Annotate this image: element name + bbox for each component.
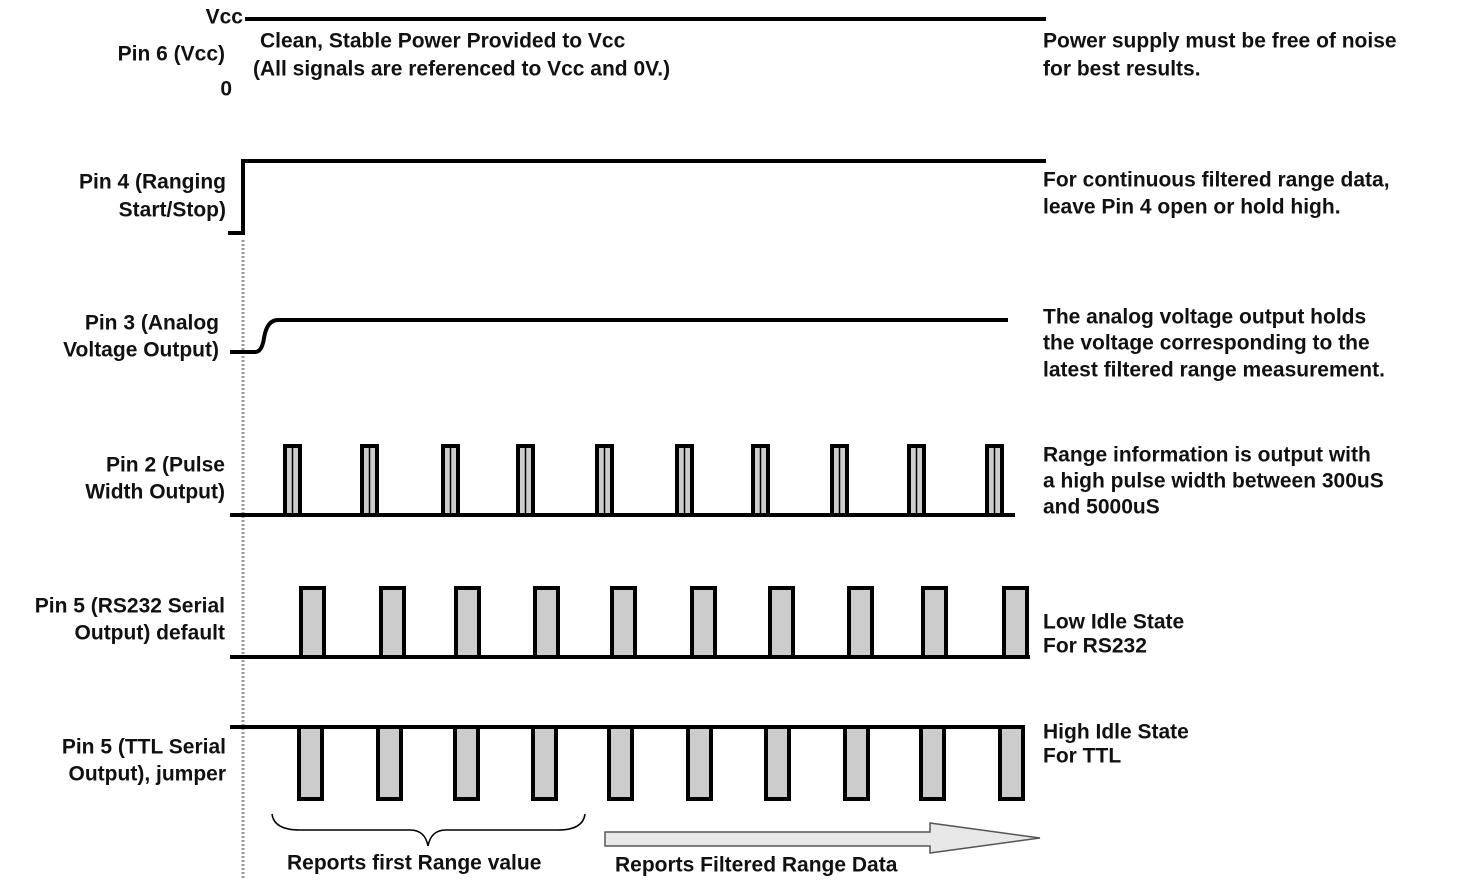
zero-label: 0 bbox=[220, 78, 232, 101]
pin-label: Output), jumper bbox=[69, 763, 226, 786]
brace bbox=[271, 813, 586, 847]
note: for best results. bbox=[1043, 58, 1201, 81]
footer-label: Reports first Range value bbox=[287, 852, 541, 875]
pulse bbox=[843, 725, 870, 801]
pulse bbox=[1002, 586, 1029, 659]
pin3-wave bbox=[230, 318, 1008, 354]
pulse bbox=[299, 586, 326, 659]
pulse bbox=[376, 725, 403, 801]
pin-label: Pin 3 (Analog bbox=[85, 312, 219, 335]
note: High Idle State bbox=[1043, 721, 1189, 744]
pulse bbox=[998, 725, 1025, 801]
pin-label: Pin 4 (Ranging bbox=[79, 171, 226, 194]
pin-label: Pin 2 (Pulse bbox=[106, 454, 225, 477]
note: Power supply must be free of noise bbox=[1043, 30, 1397, 53]
pulse bbox=[921, 586, 948, 659]
note: Range information is output with bbox=[1043, 444, 1371, 467]
pulse bbox=[919, 725, 946, 801]
pulse bbox=[297, 725, 324, 801]
note: Low Idle State bbox=[1043, 611, 1184, 634]
pin4-wave bbox=[228, 159, 1046, 235]
pin-label: Pin 6 (Vcc) bbox=[118, 43, 225, 66]
pin-label: Voltage Output) bbox=[63, 339, 219, 362]
pulse bbox=[453, 725, 480, 801]
pulse bbox=[847, 586, 874, 659]
arrow bbox=[604, 822, 1041, 854]
pin-label: Start/Stop) bbox=[119, 199, 226, 222]
pulse bbox=[454, 586, 481, 659]
footer-label: Reports Filtered Range Data bbox=[615, 854, 898, 877]
pulse bbox=[610, 586, 637, 659]
pulse bbox=[533, 586, 560, 659]
note: For continuous filtered range data, bbox=[1043, 169, 1390, 192]
pin-label: Pin 5 (RS232 Serial bbox=[35, 595, 225, 618]
pulse bbox=[379, 586, 406, 659]
pulse bbox=[531, 725, 558, 801]
pulse bbox=[686, 725, 713, 801]
note: a high pulse width between 300uS bbox=[1043, 470, 1384, 493]
pulse bbox=[690, 586, 717, 659]
pin-label: Width Output) bbox=[85, 481, 225, 504]
note: the voltage corresponding to the bbox=[1043, 332, 1370, 355]
note: For RS232 bbox=[1043, 635, 1147, 658]
pulse bbox=[768, 586, 795, 659]
vcc-label: Vcc bbox=[206, 6, 244, 29]
pulse bbox=[764, 725, 791, 801]
note: For TTL bbox=[1043, 745, 1121, 768]
note: leave Pin 4 open or hold high. bbox=[1043, 196, 1341, 219]
caption: Clean, Stable Power Provided to Vcc bbox=[260, 30, 626, 53]
pin-label: Output) default bbox=[75, 622, 225, 645]
caption: (All signals are referenced to Vcc and 0… bbox=[253, 58, 670, 81]
pulse bbox=[607, 725, 634, 801]
note: The analog voltage output holds bbox=[1043, 306, 1366, 329]
pin-label: Pin 5 (TTL Serial bbox=[62, 736, 226, 759]
note: and 5000uS bbox=[1043, 496, 1160, 519]
note: latest filtered range measurement. bbox=[1043, 359, 1385, 382]
